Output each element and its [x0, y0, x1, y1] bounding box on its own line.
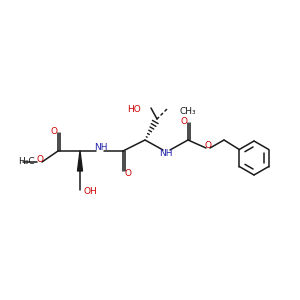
Text: NH: NH — [94, 143, 108, 152]
Text: NH: NH — [159, 148, 173, 158]
Text: H₃C: H₃C — [18, 158, 34, 166]
Text: O: O — [124, 169, 131, 178]
Text: OH: OH — [83, 188, 97, 196]
Text: O: O — [181, 116, 188, 125]
Text: CH₃: CH₃ — [179, 106, 196, 116]
Polygon shape — [77, 151, 83, 171]
Text: O: O — [205, 140, 212, 149]
Text: O: O — [50, 127, 58, 136]
Text: HO: HO — [127, 106, 141, 115]
Text: O: O — [37, 154, 44, 164]
